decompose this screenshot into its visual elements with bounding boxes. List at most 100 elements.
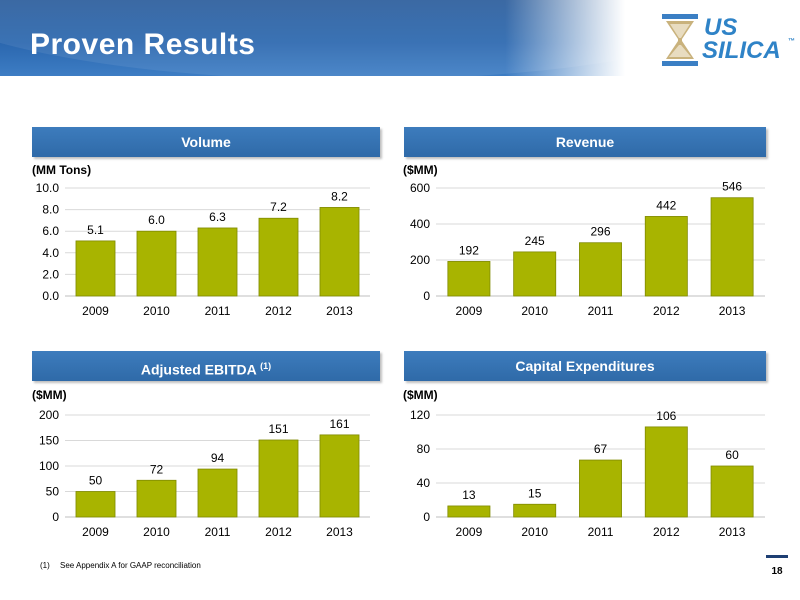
bar (710, 197, 754, 297)
bar (513, 503, 557, 518)
data-label: 6.0 (148, 213, 165, 227)
panel-title-capital-expenditures: Capital Expenditures (404, 351, 766, 381)
data-label: 94 (211, 451, 225, 465)
x-tick-label: 2013 (326, 304, 353, 318)
y-tick-label: 120 (410, 408, 430, 422)
unit-label-revenue: ($MM) (403, 163, 438, 177)
x-tick-label: 2011 (588, 304, 614, 318)
banner-fade (505, 0, 625, 76)
y-tick-label: 200 (410, 253, 430, 267)
logo-tm: ™ (788, 38, 795, 45)
unit-label-adjusted-ebitda: ($MM) (32, 388, 67, 402)
data-label: 13 (462, 488, 476, 502)
page-number-bar (766, 555, 788, 558)
x-tick-label: 2012 (653, 525, 680, 539)
y-tick-label: 200 (39, 408, 59, 422)
logo-area (625, 0, 800, 76)
data-label: 8.2 (331, 189, 348, 203)
bar (75, 240, 116, 297)
data-label: 5.1 (87, 223, 104, 237)
volume-chart: 0.0 2.0 4.0 6.0 8.0 10.0 5.1 2009 6.0 2010 6.3 2011… (36, 181, 370, 318)
page-number: 18 (771, 566, 783, 577)
x-tick-label: 2009 (456, 304, 483, 318)
bar (644, 216, 688, 297)
data-label: 296 (590, 225, 610, 239)
bar (579, 459, 622, 518)
panel-title-text: Capital Expenditures (515, 358, 655, 374)
y-tick-label: 6.0 (42, 224, 59, 238)
x-tick-label: 2010 (521, 525, 548, 539)
footnote-text: See Appendix A for GAAP reconciliation (60, 561, 201, 570)
header-banner (0, 0, 800, 76)
y-tick-label: 100 (39, 459, 59, 473)
bar (136, 230, 177, 297)
bar (319, 207, 360, 297)
data-label: 7.2 (270, 200, 287, 214)
bar (75, 491, 116, 518)
y-tick-label: 0 (423, 510, 430, 524)
bar (319, 434, 360, 518)
x-tick-label: 2011 (205, 304, 231, 318)
bar (197, 468, 238, 518)
data-label: 72 (150, 462, 164, 476)
x-tick-label: 2012 (265, 304, 292, 318)
panel-title-volume: Volume (32, 127, 380, 157)
bar (258, 439, 299, 518)
y-tick-label: 50 (46, 485, 60, 499)
unit-label-volume: (MM Tons) (32, 163, 92, 177)
x-tick-label: 2012 (653, 304, 680, 318)
y-tick-label: 0.0 (42, 289, 59, 303)
data-label: 151 (268, 422, 288, 436)
x-tick-label: 2009 (82, 304, 109, 318)
slide-title: Proven Results (30, 28, 256, 61)
data-label: 442 (656, 198, 676, 212)
y-tick-label: 0 (423, 289, 430, 303)
x-tick-label: 2010 (521, 304, 548, 318)
y-tick-label: 2.0 (42, 267, 59, 281)
bar (710, 465, 754, 518)
x-tick-label: 2012 (265, 525, 292, 539)
y-tick-label: 150 (39, 434, 59, 448)
logo-silica-text: SILICA (702, 37, 781, 64)
data-label: 50 (89, 474, 103, 488)
data-label: 161 (329, 417, 349, 431)
x-tick-label: 2009 (456, 525, 483, 539)
bar (447, 261, 491, 297)
y-tick-label: 4.0 (42, 246, 59, 260)
data-label: 67 (594, 442, 608, 456)
panel-title-footnote-ref: (1) (260, 361, 272, 371)
data-label: 245 (525, 234, 545, 248)
data-label: 15 (528, 486, 542, 500)
bar (579, 242, 622, 297)
y-tick-label: 600 (410, 181, 430, 195)
logo-us-text: US (704, 14, 738, 41)
footnote-number: (1) (40, 561, 50, 570)
x-tick-label: 2013 (719, 304, 746, 318)
hourglass-logo-icon (662, 14, 698, 66)
y-tick-label: 400 (410, 217, 430, 231)
panel-title-text: Volume (181, 134, 231, 150)
x-tick-label: 2009 (82, 525, 109, 539)
data-label: 6.3 (209, 210, 226, 224)
x-tick-label: 2010 (143, 304, 170, 318)
bar (644, 426, 688, 518)
y-tick-label: 0 (52, 510, 59, 524)
x-tick-label: 2011 (205, 525, 231, 539)
footnote: (1) See Appendix A for GAAP reconciliatio… (40, 561, 201, 570)
unit-label-capital-expenditures: ($MM) (403, 388, 438, 402)
bar (197, 227, 238, 297)
y-tick-label: 8.0 (42, 203, 59, 217)
x-tick-label: 2010 (143, 525, 170, 539)
x-tick-label: 2011 (588, 525, 614, 539)
panel-title-adjusted-ebitda: Adjusted EBITDA (1) (32, 351, 380, 381)
x-tick-label: 2013 (719, 525, 746, 539)
us-silica-logo: US SILICA ™ (660, 12, 795, 68)
bar (513, 251, 557, 297)
panel-title-text: Adjusted EBITDA (140, 361, 257, 378)
data-label: 546 (722, 180, 742, 194)
bar (258, 217, 299, 297)
revenue-chart: 0 200 400 600 192 2009 245 2010 296 2011 442 2012 54… (410, 180, 765, 318)
data-label: 60 (725, 448, 739, 462)
y-tick-label: 40 (417, 476, 431, 490)
y-tick-label: 10.0 (36, 181, 60, 195)
